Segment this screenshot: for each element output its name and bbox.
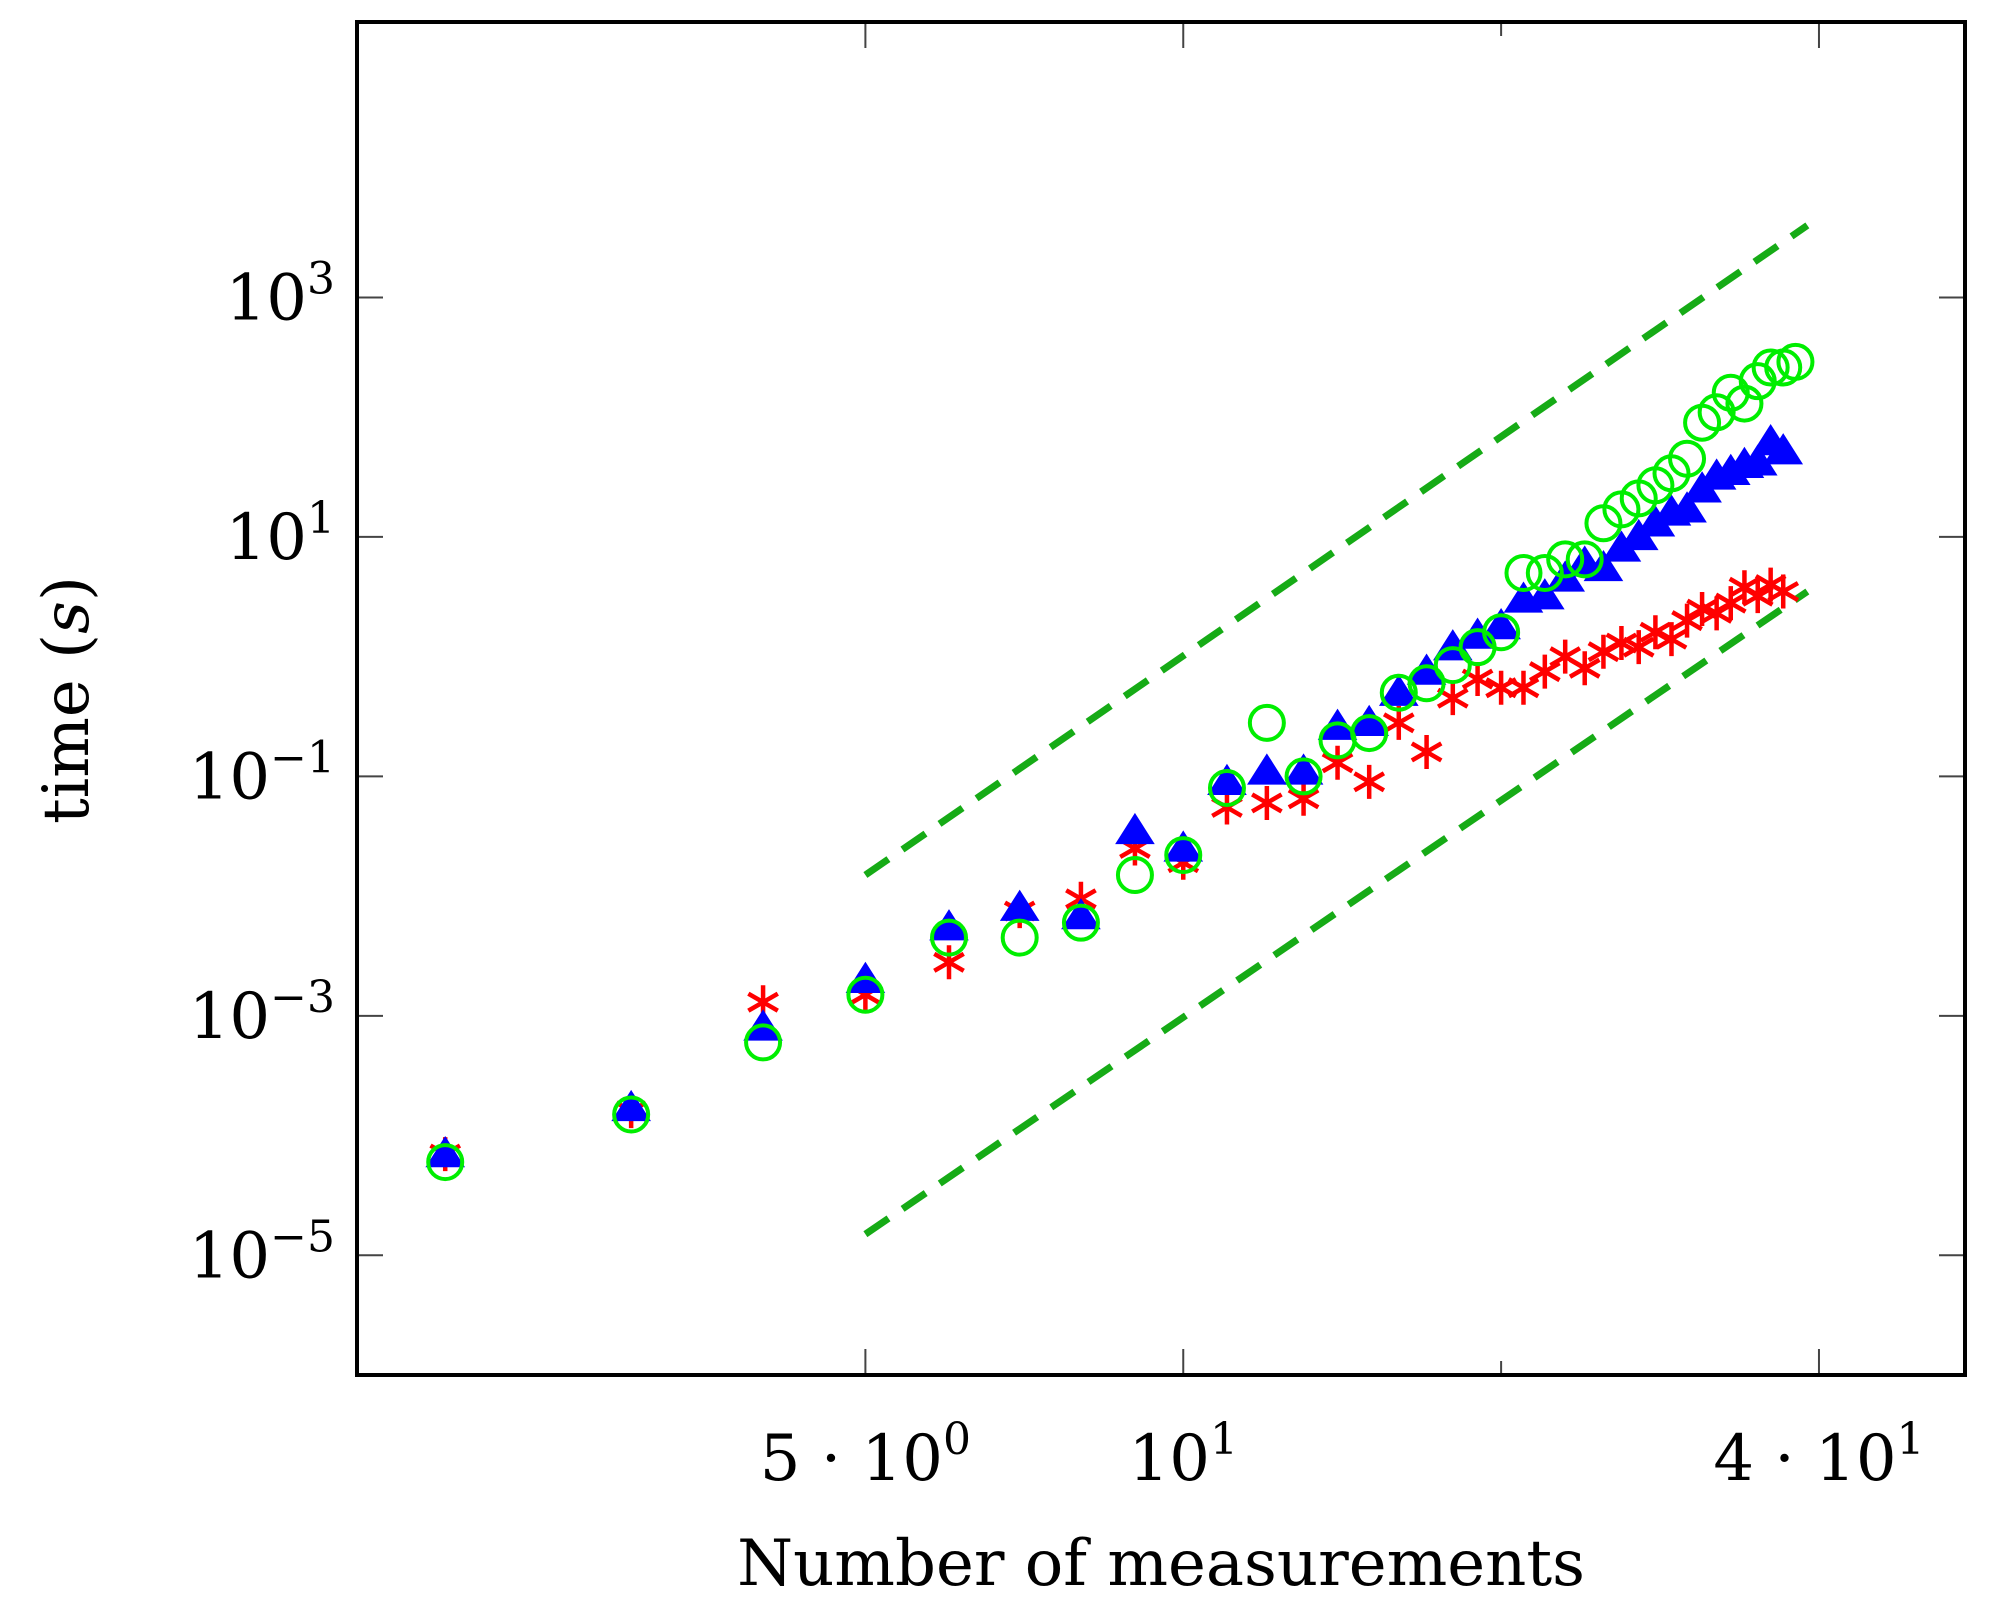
x-tick-label: 4 · 101: [1713, 1414, 1924, 1496]
green-circle-point: [426, 1143, 465, 1182]
red-star-point: [1671, 603, 1703, 638]
green-circle-point: [1000, 918, 1039, 957]
series-green-circles: [426, 342, 1815, 1182]
x-tick-mantissa: 5 ·: [760, 1422, 862, 1496]
red-star-point: [1321, 745, 1354, 780]
red-star-point: [1211, 790, 1243, 825]
x-tick-base: 10: [862, 1422, 943, 1496]
blue-triangle-point: [1667, 491, 1707, 523]
green-circle-point: [1668, 439, 1707, 478]
blue-triangle-point: [1061, 898, 1101, 930]
y-tick-exponent: −5: [270, 1211, 335, 1262]
x-tick-mantissa: 4 ·: [1713, 1422, 1815, 1496]
y-tick-exponent: −1: [270, 732, 335, 783]
red-star-point: [1528, 654, 1561, 689]
data-markers: [425, 342, 1815, 1182]
blue-triangle-point: [1163, 830, 1204, 862]
y-axis-label-main: time (: [30, 634, 104, 824]
lower-reference-line: [863, 588, 1810, 1238]
y-tick-label: 10−5: [189, 1211, 335, 1293]
green-circle-point: [1407, 664, 1446, 703]
y-tick-label: 10−1: [189, 732, 335, 814]
green-circle-point: [1546, 540, 1585, 579]
x-tick-base: 10: [1129, 1422, 1210, 1496]
green-circle-point: [612, 1095, 651, 1134]
y-tick-label: 10−3: [189, 972, 335, 1054]
x-axis-label: Number of measurements: [737, 1527, 1585, 1601]
red-star-point: [1353, 764, 1386, 799]
green-circle-point: [744, 1023, 783, 1062]
green-circle-point: [930, 918, 969, 957]
x-tick-label: 5 · 100: [760, 1414, 971, 1496]
blue-triangle-point: [1378, 674, 1419, 706]
green-circle-point: [1247, 703, 1286, 742]
x-tick-base: 10: [1815, 1422, 1896, 1496]
red-star-point: [1287, 781, 1320, 816]
green-circle-point: [1504, 553, 1543, 592]
green-circle-point: [1379, 673, 1418, 712]
green-circle-point: [1697, 393, 1736, 432]
red-star-point: [1622, 630, 1655, 665]
red-star-point: [1605, 626, 1638, 661]
y-axis-label-close: ): [30, 576, 104, 601]
green-circle-point: [1061, 903, 1100, 942]
y-tick-label: 101: [226, 493, 335, 575]
y-tick-base: 10: [189, 1219, 270, 1293]
x-tick-exponent: 1: [1897, 1414, 1925, 1465]
red-star-point: [1410, 734, 1443, 769]
y-tick-exponent: 1: [307, 493, 335, 544]
red-star-point: [1507, 670, 1540, 705]
green-circle-point: [1776, 342, 1815, 381]
red-star-point: [1549, 639, 1582, 674]
y-tick-base: 10: [226, 501, 307, 575]
x-tick-label: 101: [1129, 1414, 1238, 1496]
blue-triangle-point: [1115, 812, 1155, 845]
x-tick-labels: 5 · 100 101 4 · 101: [760, 1414, 1925, 1496]
green-circle-point: [1350, 714, 1389, 753]
series-red-stars: [429, 567, 1800, 1172]
green-circle-point: [1751, 348, 1790, 387]
green-circle-point: [846, 975, 885, 1014]
green-circle-point: [1207, 768, 1246, 807]
green-circle-point: [1725, 384, 1764, 423]
x-tick-exponent: 1: [1210, 1414, 1238, 1465]
y-axis-label-variable: s: [30, 601, 104, 634]
y-tick-base: 10: [189, 980, 270, 1054]
reference-lines: [863, 222, 1810, 1238]
red-star-point: [1251, 785, 1283, 820]
red-star-point: [933, 945, 965, 980]
green-circle-point: [1164, 836, 1203, 875]
blue-triangle-point: [1525, 578, 1565, 610]
plot-frame: [355, 20, 1967, 1377]
upper-reference-line: [863, 222, 1810, 878]
blue-triangle-point: [425, 1136, 466, 1168]
y-tick-exponent: −3: [270, 972, 335, 1023]
blue-triangle-point: [1283, 753, 1324, 785]
red-star-point: [1655, 622, 1688, 657]
red-star-point: [1741, 579, 1774, 614]
axis-ticks: [357, 22, 1965, 1375]
y-tick-exponent: 3: [307, 253, 335, 304]
y-tick-label: 103: [226, 253, 335, 335]
y-tick-base: 10: [189, 740, 270, 814]
green-circle-point: [1284, 757, 1323, 796]
green-circle-point: [1433, 646, 1472, 685]
red-star-point: [1568, 651, 1601, 686]
green-circle-point: [1115, 856, 1154, 895]
green-circle-point: [1525, 553, 1564, 592]
green-circle-point: [1565, 540, 1604, 579]
x-tick-exponent: 0: [943, 1414, 971, 1465]
red-star-point: [1767, 574, 1800, 609]
y-tick-base: 10: [226, 261, 307, 335]
blue-triangle-point: [1481, 608, 1521, 640]
red-star-point: [1714, 586, 1747, 621]
blue-triangle-point: [1763, 433, 1804, 465]
blue-triangle-point: [1207, 763, 1247, 796]
blue-triangle-point: [1247, 753, 1287, 785]
blue-triangle-point: [611, 1089, 651, 1122]
y-axis-label: time (s): [30, 576, 104, 824]
green-circle-point: [1482, 613, 1521, 652]
